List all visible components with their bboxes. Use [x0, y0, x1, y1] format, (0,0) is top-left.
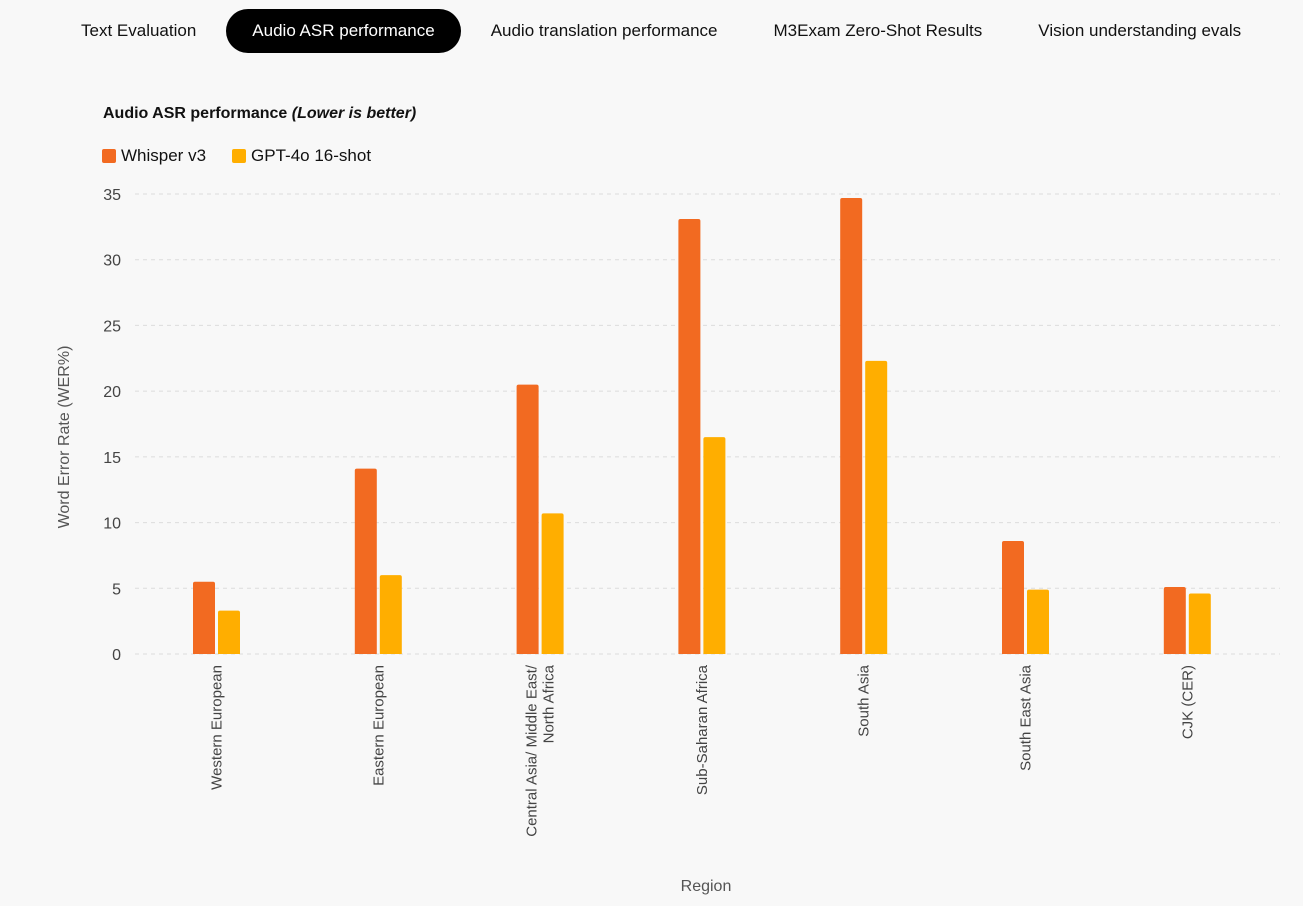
- x-tick-label-line: Eastern European: [370, 665, 387, 786]
- x-tick-label-line: Central Asia/ Middle East/: [524, 664, 541, 837]
- bar-whisper-v3: [678, 218, 701, 654]
- chart-title-text: Audio ASR performance: [103, 105, 288, 122]
- legend-label: Whisper v3: [121, 146, 207, 165]
- x-tick-label: Central Asia/ Middle East/North Africa: [524, 664, 558, 837]
- bar-gpt-4o-16-shot: [218, 610, 240, 654]
- bar-gpt-4o-16-shot: [379, 575, 402, 654]
- bar-whisper-v3: [193, 581, 215, 654]
- tab-bar: Text Evaluation Audio ASR performance Audi…: [55, 8, 1271, 54]
- y-tick-label: 0: [112, 647, 121, 664]
- x-tick-label-line: South East Asia: [1018, 664, 1035, 771]
- y-tick-label: 25: [103, 318, 121, 335]
- x-tick-label: Sub-Saharan Africa: [694, 664, 711, 795]
- legend-swatch: [102, 149, 116, 163]
- legend-swatch: [232, 149, 247, 163]
- y-axis-title: Word Error Rate (WER%): [56, 346, 73, 529]
- y-tick-label: 15: [103, 450, 121, 467]
- tab-audio-asr-performance[interactable]: Audio ASR performance: [226, 9, 461, 53]
- x-tick-label: CJK (CER): [1179, 665, 1196, 739]
- bar-gpt-4o-16-shot: [1027, 589, 1049, 654]
- bar-gpt-4o-16-shot: [1188, 593, 1211, 654]
- chart-legend: Whisper v3 GPT-4o 16-shot: [102, 146, 397, 166]
- legend-item[interactable]: GPT-4o 16-shot: [232, 146, 371, 166]
- bar-whisper-v3: [1002, 540, 1024, 654]
- bar-whisper-v3: [354, 468, 377, 654]
- x-tick-label-line: North Africa: [541, 664, 558, 743]
- legend-item[interactable]: Whisper v3: [102, 146, 206, 166]
- chart-subtitle: (Lower is better): [291, 105, 417, 122]
- bar-whisper-v3: [1163, 586, 1186, 654]
- y-tick-label: 10: [103, 516, 121, 533]
- x-tick-label-line: CJK (CER): [1179, 665, 1196, 739]
- x-tick-label-line: South Asia: [856, 664, 873, 736]
- bar-gpt-4o-16-shot: [541, 513, 564, 654]
- tab-audio-translation-performance[interactable]: Audio translation performance: [490, 21, 718, 40]
- x-tick-label: South Asia: [856, 664, 873, 736]
- x-axis-title: Region: [681, 878, 732, 895]
- legend-label: GPT-4o 16-shot: [251, 146, 372, 165]
- bar-whisper-v3: [516, 384, 539, 654]
- tab-text-evaluation[interactable]: Text Evaluation: [81, 21, 197, 40]
- x-tick-label-line: Western European: [209, 665, 226, 790]
- x-tick-label-line: Sub-Saharan Africa: [694, 664, 711, 795]
- bar-gpt-4o-16-shot: [865, 360, 888, 654]
- tab-m3exam-zero-shot-results[interactable]: M3Exam Zero-Shot Results: [773, 21, 983, 40]
- tab-vision-understanding-evals[interactable]: Vision understanding evals: [1038, 21, 1242, 40]
- y-tick-label: 20: [103, 384, 121, 401]
- bar-gpt-4o-16-shot: [703, 437, 726, 654]
- x-tick-label: South East Asia: [1018, 664, 1035, 771]
- chart-title: Audio ASR performance (Lower is better): [103, 105, 416, 123]
- y-tick-label: 35: [103, 187, 121, 204]
- x-tick-label: Eastern European: [370, 665, 387, 786]
- y-tick-label: 5: [112, 581, 121, 598]
- y-tick-label: 30: [103, 253, 121, 270]
- bar-whisper-v3: [840, 197, 863, 654]
- x-tick-label: Western European: [209, 665, 226, 790]
